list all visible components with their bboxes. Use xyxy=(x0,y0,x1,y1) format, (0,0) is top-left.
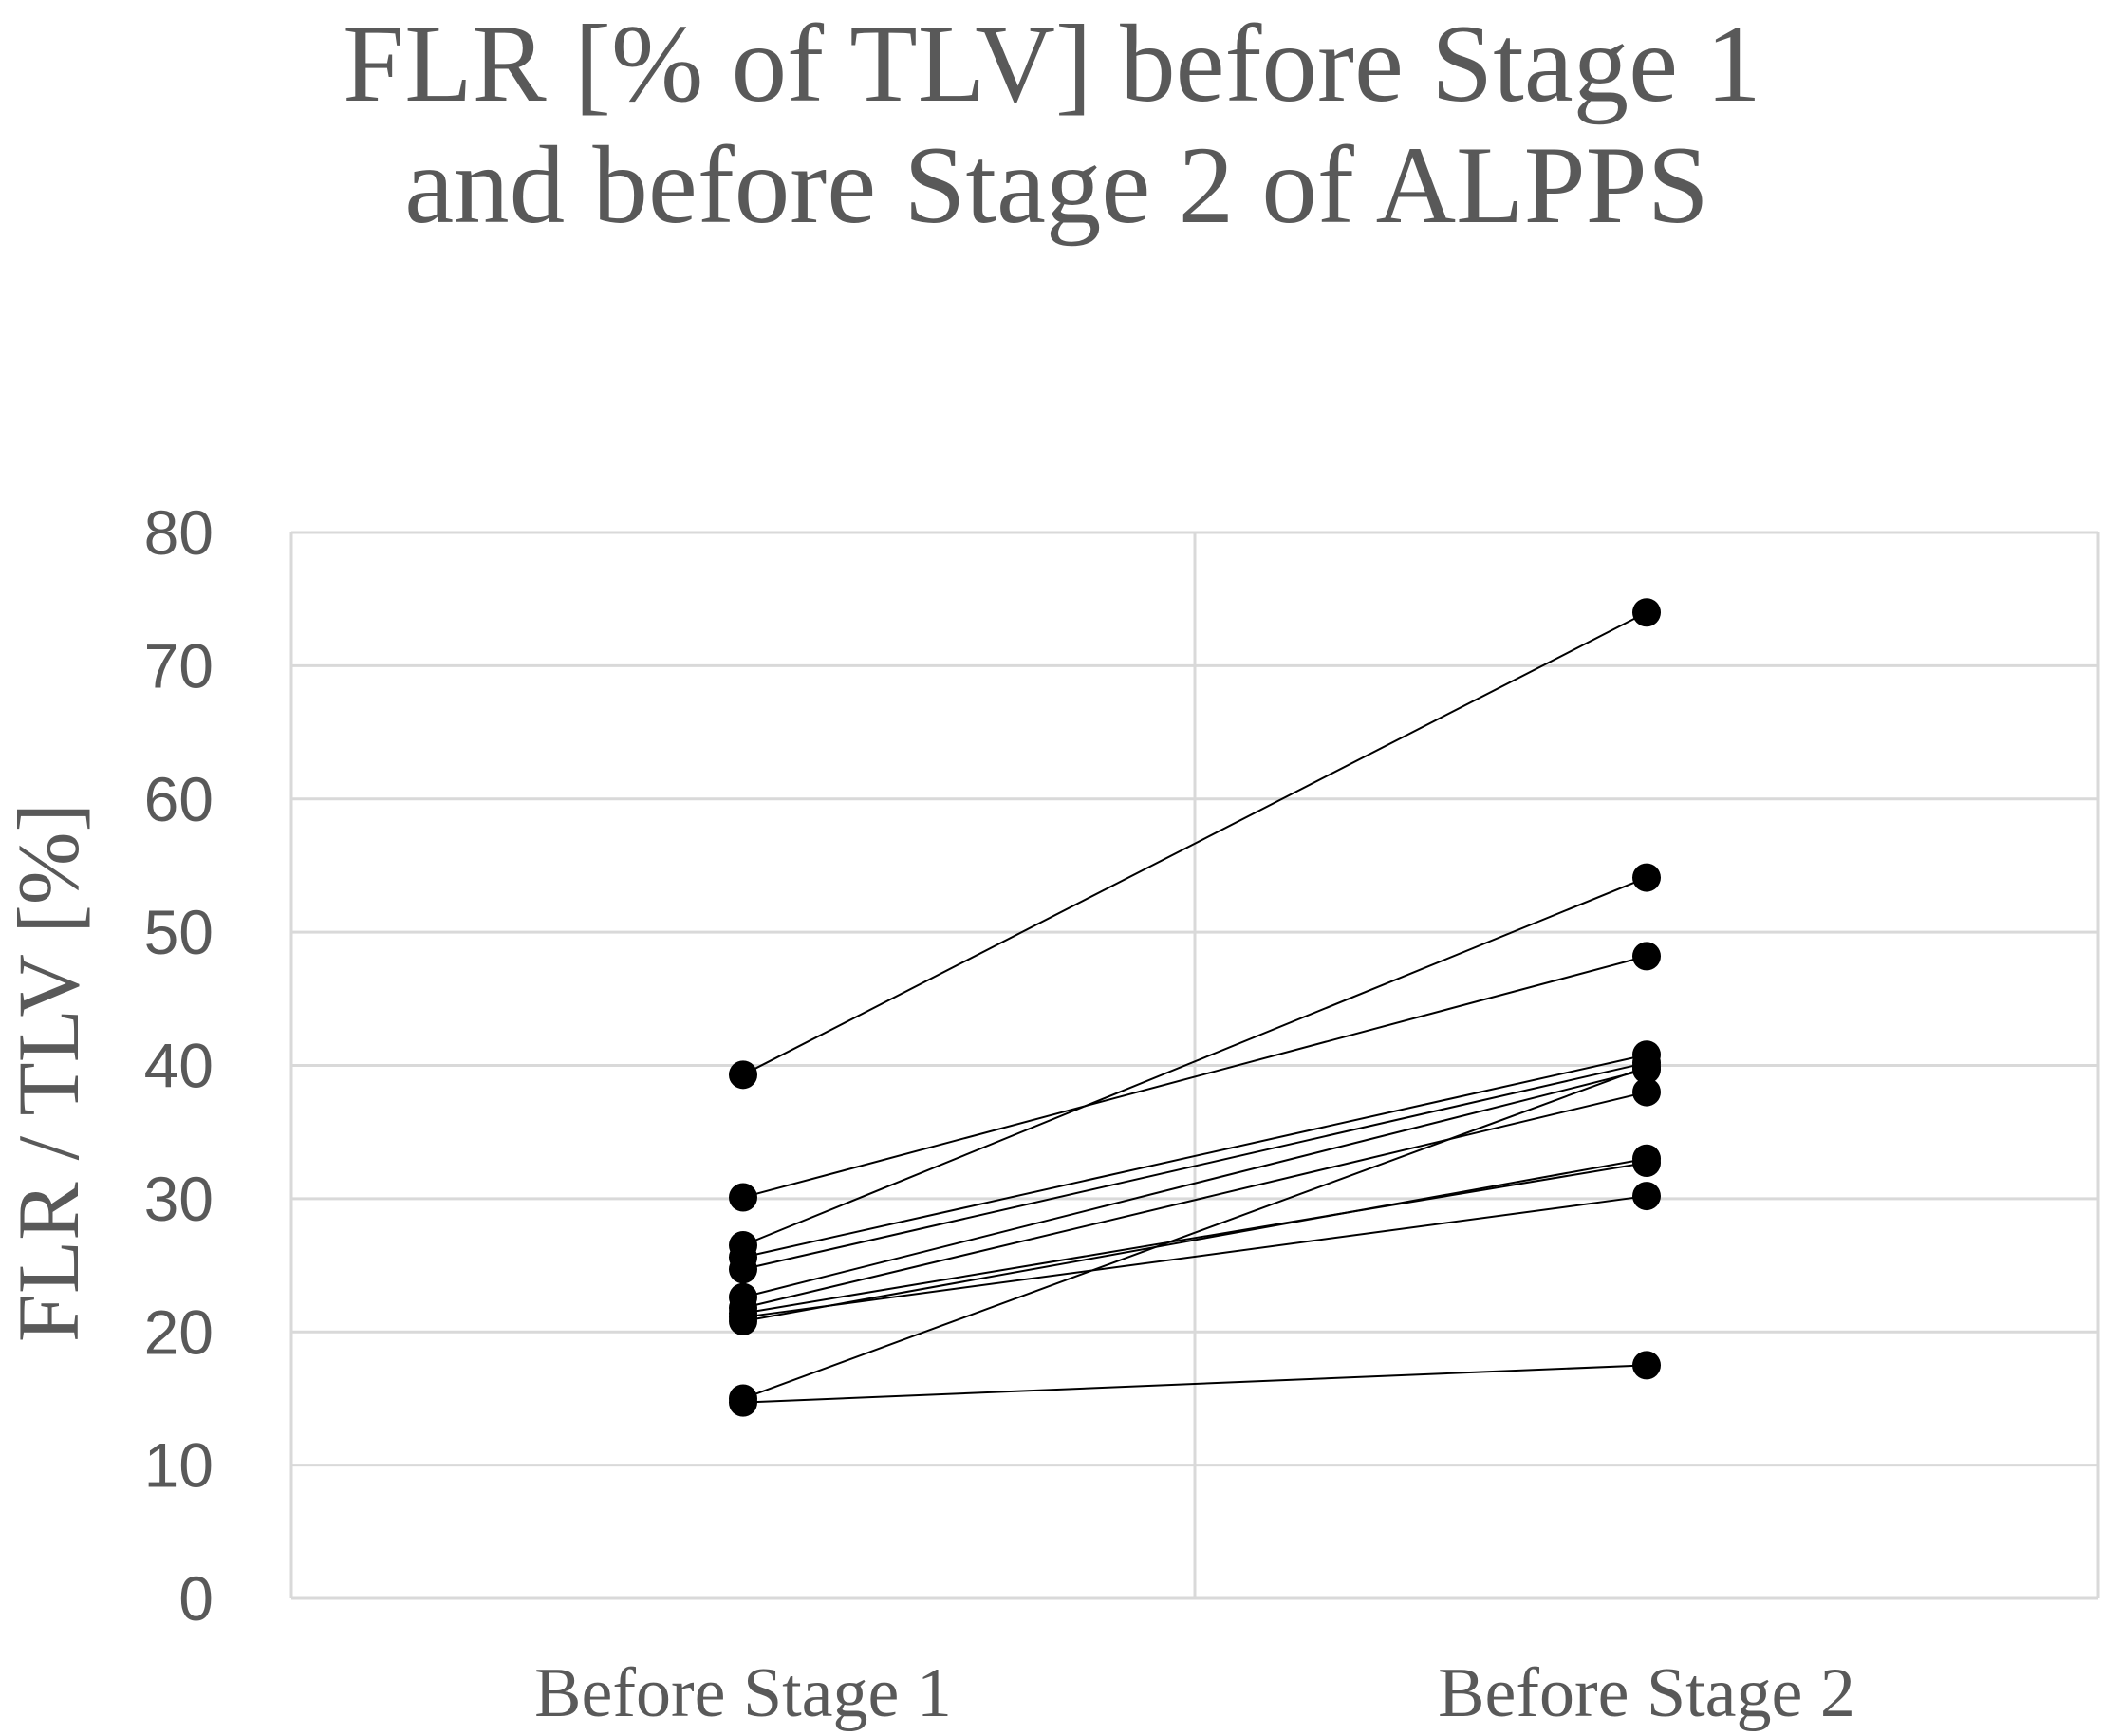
series-line-12 xyxy=(742,1364,1648,1404)
y-tick-label-80: 80 xyxy=(144,497,214,568)
series-line-3 xyxy=(742,876,1648,1246)
y-tick-label-20: 20 xyxy=(144,1297,214,1367)
series-line-4 xyxy=(742,1054,1648,1259)
data-point-12-2 xyxy=(1632,1351,1661,1380)
y-tick-label-70: 70 xyxy=(144,630,214,700)
series-line-6 xyxy=(742,1068,1648,1298)
x-category-label-1: Before Stage 1 xyxy=(534,1654,952,1732)
data-point-3-2 xyxy=(1632,863,1661,892)
data-point-10-1 xyxy=(729,1302,757,1332)
y-axis-title: FLR / TLV [%] xyxy=(0,803,97,1342)
chart-title-line-1: FLR [% of TLV] before Stage 1 xyxy=(343,3,1761,125)
data-points xyxy=(729,598,1661,1417)
y-tick-label-40: 40 xyxy=(144,1031,214,1101)
series-lines xyxy=(742,611,1648,1404)
data-point-1-1 xyxy=(729,1060,757,1090)
y-tick-label-10: 10 xyxy=(144,1430,214,1501)
data-point-2-2 xyxy=(1632,942,1661,971)
x-category-label-2: Before Stage 2 xyxy=(1438,1654,1855,1732)
data-point-11-2 xyxy=(1632,1052,1661,1081)
series-line-10 xyxy=(742,1195,1648,1318)
series-line-1 xyxy=(742,611,1648,1076)
data-point-9-2 xyxy=(1632,1144,1661,1173)
data-point-1-2 xyxy=(1632,598,1661,627)
chart-title: FLR [% of TLV] before Stage 1 and before… xyxy=(0,0,2104,247)
data-point-10-2 xyxy=(1632,1182,1661,1211)
chart-title-line-2: and before Stage 2 of ALPPS xyxy=(404,124,1709,247)
y-tick-label-50: 50 xyxy=(144,897,214,967)
data-point-2-1 xyxy=(729,1183,757,1212)
series-line-11 xyxy=(742,1065,1648,1400)
series-line-2 xyxy=(742,955,1648,1199)
series-line-7 xyxy=(742,1091,1648,1309)
data-point-7-2 xyxy=(1632,1077,1661,1107)
y-tick-label-0: 0 xyxy=(178,1563,214,1633)
data-point-5-1 xyxy=(729,1255,757,1284)
x-axis-categories: Before Stage 1 Before Stage 2 xyxy=(534,1654,1855,1732)
grid xyxy=(289,531,2100,1600)
y-axis-ticks: 0 10 20 30 40 50 60 70 80 xyxy=(144,497,214,1633)
y-tick-label-30: 30 xyxy=(144,1164,214,1234)
series-line-8 xyxy=(742,1161,1648,1315)
data-point-12-1 xyxy=(729,1388,757,1417)
y-tick-label-60: 60 xyxy=(144,764,214,834)
series-line-9 xyxy=(742,1157,1648,1323)
series-line-5 xyxy=(742,1061,1648,1271)
